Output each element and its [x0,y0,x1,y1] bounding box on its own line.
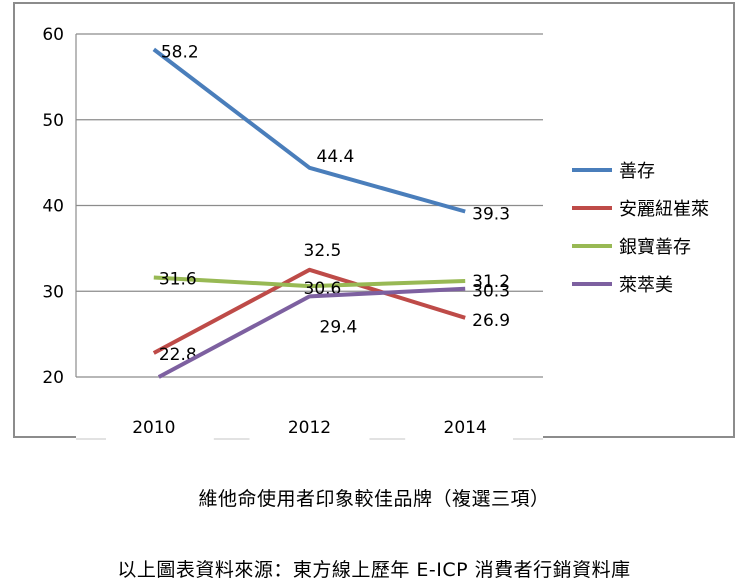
series-line [157,286,466,379]
series-line [153,275,466,289]
data-label: 31.6 [159,270,197,290]
data-label: 39.3 [472,205,510,225]
data-label: 26.9 [472,311,510,331]
x-tick-label: 2010 [132,418,175,438]
data-label: 58.2 [161,42,199,62]
legend-label: 善存 [619,161,655,182]
series-line [152,267,466,355]
legend-label: 安麗紐崔萊 [619,199,709,220]
y-tick-label: 20 [42,368,64,388]
chart-frame: 20 30 40 50 60 2010 2012 2014 58.2 44.4 39.3 22.8 32… [13,2,735,440]
y-tick-label: 50 [42,111,64,131]
data-label: 32.5 [304,241,342,261]
x-tick-label: 2014 [444,418,487,438]
y-tick-label: 60 [42,25,64,45]
y-tick-label: 30 [42,282,64,302]
y-tick-label: 40 [42,197,64,217]
legend-label: 萊萃美 [619,275,673,296]
chart-caption: 維他命使用者印象較佳品牌（複選三項） [198,488,550,510]
data-label: 44.4 [317,147,355,167]
data-label: 29.4 [320,317,358,337]
series-line [152,47,466,214]
legend-label: 銀寶善存 [619,237,691,258]
x-axis-band [76,397,543,440]
data-source-note: 以上圖表資料來源：東方線上歷年 E-ICP 消費者行銷資料庫 [117,559,631,581]
data-label: 31.2 [472,272,510,292]
data-label: 30.3 [472,282,510,302]
x-tick-label: 2012 [288,418,331,438]
